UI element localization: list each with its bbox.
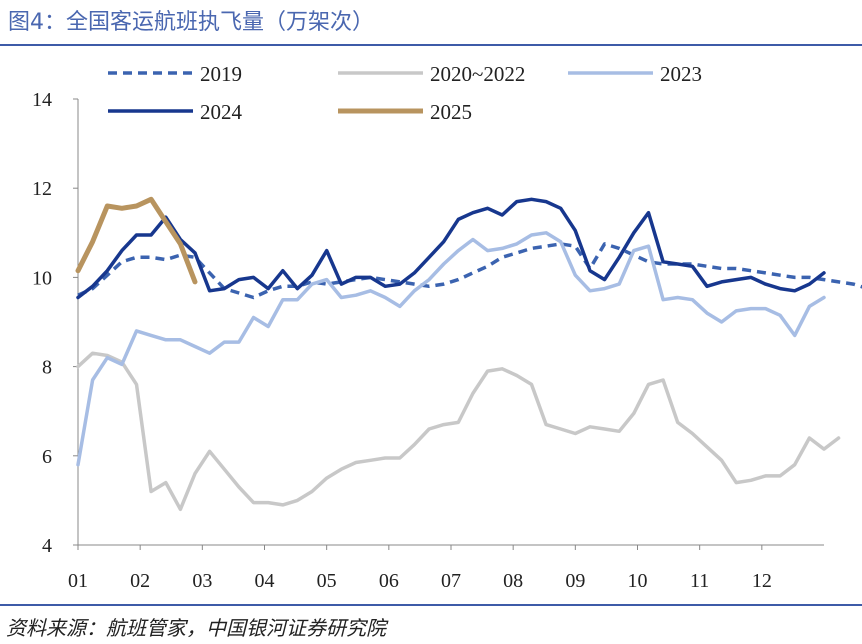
- x-tick-label: 09: [565, 570, 585, 592]
- x-tick-label: 01: [68, 570, 88, 592]
- series-line-2020~2022: [76, 351, 841, 512]
- y-tick-label: 4: [42, 535, 52, 557]
- y-tick-label: 8: [42, 357, 52, 379]
- series-line-2023: [76, 231, 826, 467]
- legend-label-2025: 2025: [430, 100, 472, 124]
- x-tick-label: 07: [441, 570, 461, 592]
- x-tick-label: 03: [192, 570, 212, 592]
- series-line-2024: [76, 197, 826, 300]
- series-line-2025: [75, 196, 198, 285]
- legend-label-2020~2022: 2020~2022: [430, 62, 525, 86]
- title-rule: [0, 44, 862, 46]
- chart-title: 图4：全国客运航班执飞量（万架次）: [8, 10, 374, 35]
- x-tick-label: 05: [317, 570, 337, 592]
- legend-label-2024: 2024: [200, 100, 243, 124]
- source-note: 资料来源：航班管家，中国银河证券研究院: [6, 616, 386, 640]
- x-tick-label: 06: [379, 570, 399, 592]
- axes: 4 6 8 10 12 14 01 02 03 04 05 06 07 08 09 10 11 12: [32, 89, 824, 592]
- y-tick-label: 10: [32, 267, 52, 289]
- x-tick-label: 04: [255, 570, 275, 592]
- legend-label-2019: 2019: [200, 62, 242, 86]
- x-tick-label: 08: [503, 570, 523, 592]
- legend-label-2023: 2023: [660, 62, 702, 86]
- source-rule: [0, 604, 862, 606]
- x-tick-label: 02: [130, 570, 150, 592]
- y-tick-label: 6: [42, 446, 52, 468]
- y-tick-label: 12: [32, 178, 52, 200]
- y-tick-label: 14: [32, 89, 52, 111]
- chart-svg: 2019 2020~2022 2023 2024 2025 4 6 8 10 12 14 01 02 0…: [32, 62, 862, 592]
- legend: 2019 2020~2022 2023 2024 2025: [108, 62, 702, 124]
- series-line-2019: [77, 242, 862, 300]
- plot-area: [75, 196, 862, 512]
- x-tick-label: 11: [690, 570, 709, 592]
- x-tick-label: 12: [752, 570, 772, 592]
- x-tick-label: 10: [628, 570, 648, 592]
